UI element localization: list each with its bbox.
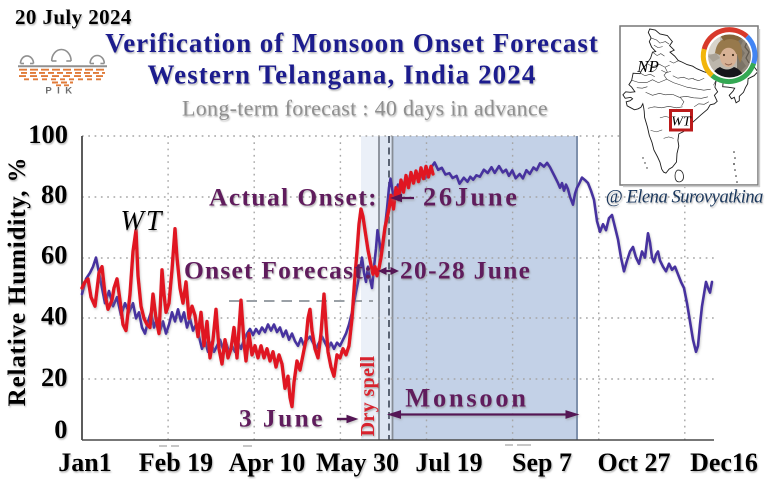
svg-text:WT: WT xyxy=(121,206,164,237)
svg-text:20-28 June: 20-28 June xyxy=(400,256,531,285)
svg-text:Onset Forecast:: Onset Forecast: xyxy=(184,256,374,285)
svg-text:Sep 7: Sep 7 xyxy=(512,448,572,477)
svg-text:@ Elena Surovyatkina: @ Elena Surovyatkina xyxy=(606,188,764,208)
svg-text:Oct 27: Oct 27 xyxy=(598,448,671,477)
svg-text:Relative Humidity, %: Relative Humidity, % xyxy=(4,157,31,407)
svg-text:Western Telangana, India 2024: Western Telangana, India 2024 xyxy=(148,60,537,90)
svg-text:26June: 26June xyxy=(423,182,520,212)
svg-text:Jan1: Jan1 xyxy=(58,448,111,477)
svg-text:60: 60 xyxy=(41,240,68,270)
svg-text:80: 80 xyxy=(41,179,68,209)
svg-text:NP: NP xyxy=(636,57,659,76)
svg-text:Actual Onset:: Actual Onset: xyxy=(209,183,378,212)
svg-text:0: 0 xyxy=(54,414,67,444)
svg-text:Long-term forecast : 40 days i: Long-term forecast : 40 days in advance xyxy=(182,96,548,121)
svg-text:Dec16: Dec16 xyxy=(690,448,758,477)
svg-text:Jul 19: Jul 19 xyxy=(415,448,482,477)
svg-text:3 June: 3 June xyxy=(239,404,325,433)
svg-text:100: 100 xyxy=(28,119,68,149)
svg-text:PIK: PIK xyxy=(45,86,77,97)
svg-text:20 July 2024: 20 July 2024 xyxy=(15,5,132,29)
svg-text:40: 40 xyxy=(41,301,68,331)
svg-text:Apr 10: Apr 10 xyxy=(229,448,306,477)
svg-text:20: 20 xyxy=(41,362,68,392)
svg-text:May 30: May 30 xyxy=(316,448,399,477)
svg-text:Feb 19: Feb 19 xyxy=(139,448,213,477)
svg-text:Dry spell: Dry spell xyxy=(357,356,379,437)
svg-text:Verification of Monsoon Onset: Verification of Monsoon Onset Forecast xyxy=(105,28,599,58)
svg-text:Monsoon: Monsoon xyxy=(405,383,528,413)
svg-text:WT: WT xyxy=(671,115,692,130)
